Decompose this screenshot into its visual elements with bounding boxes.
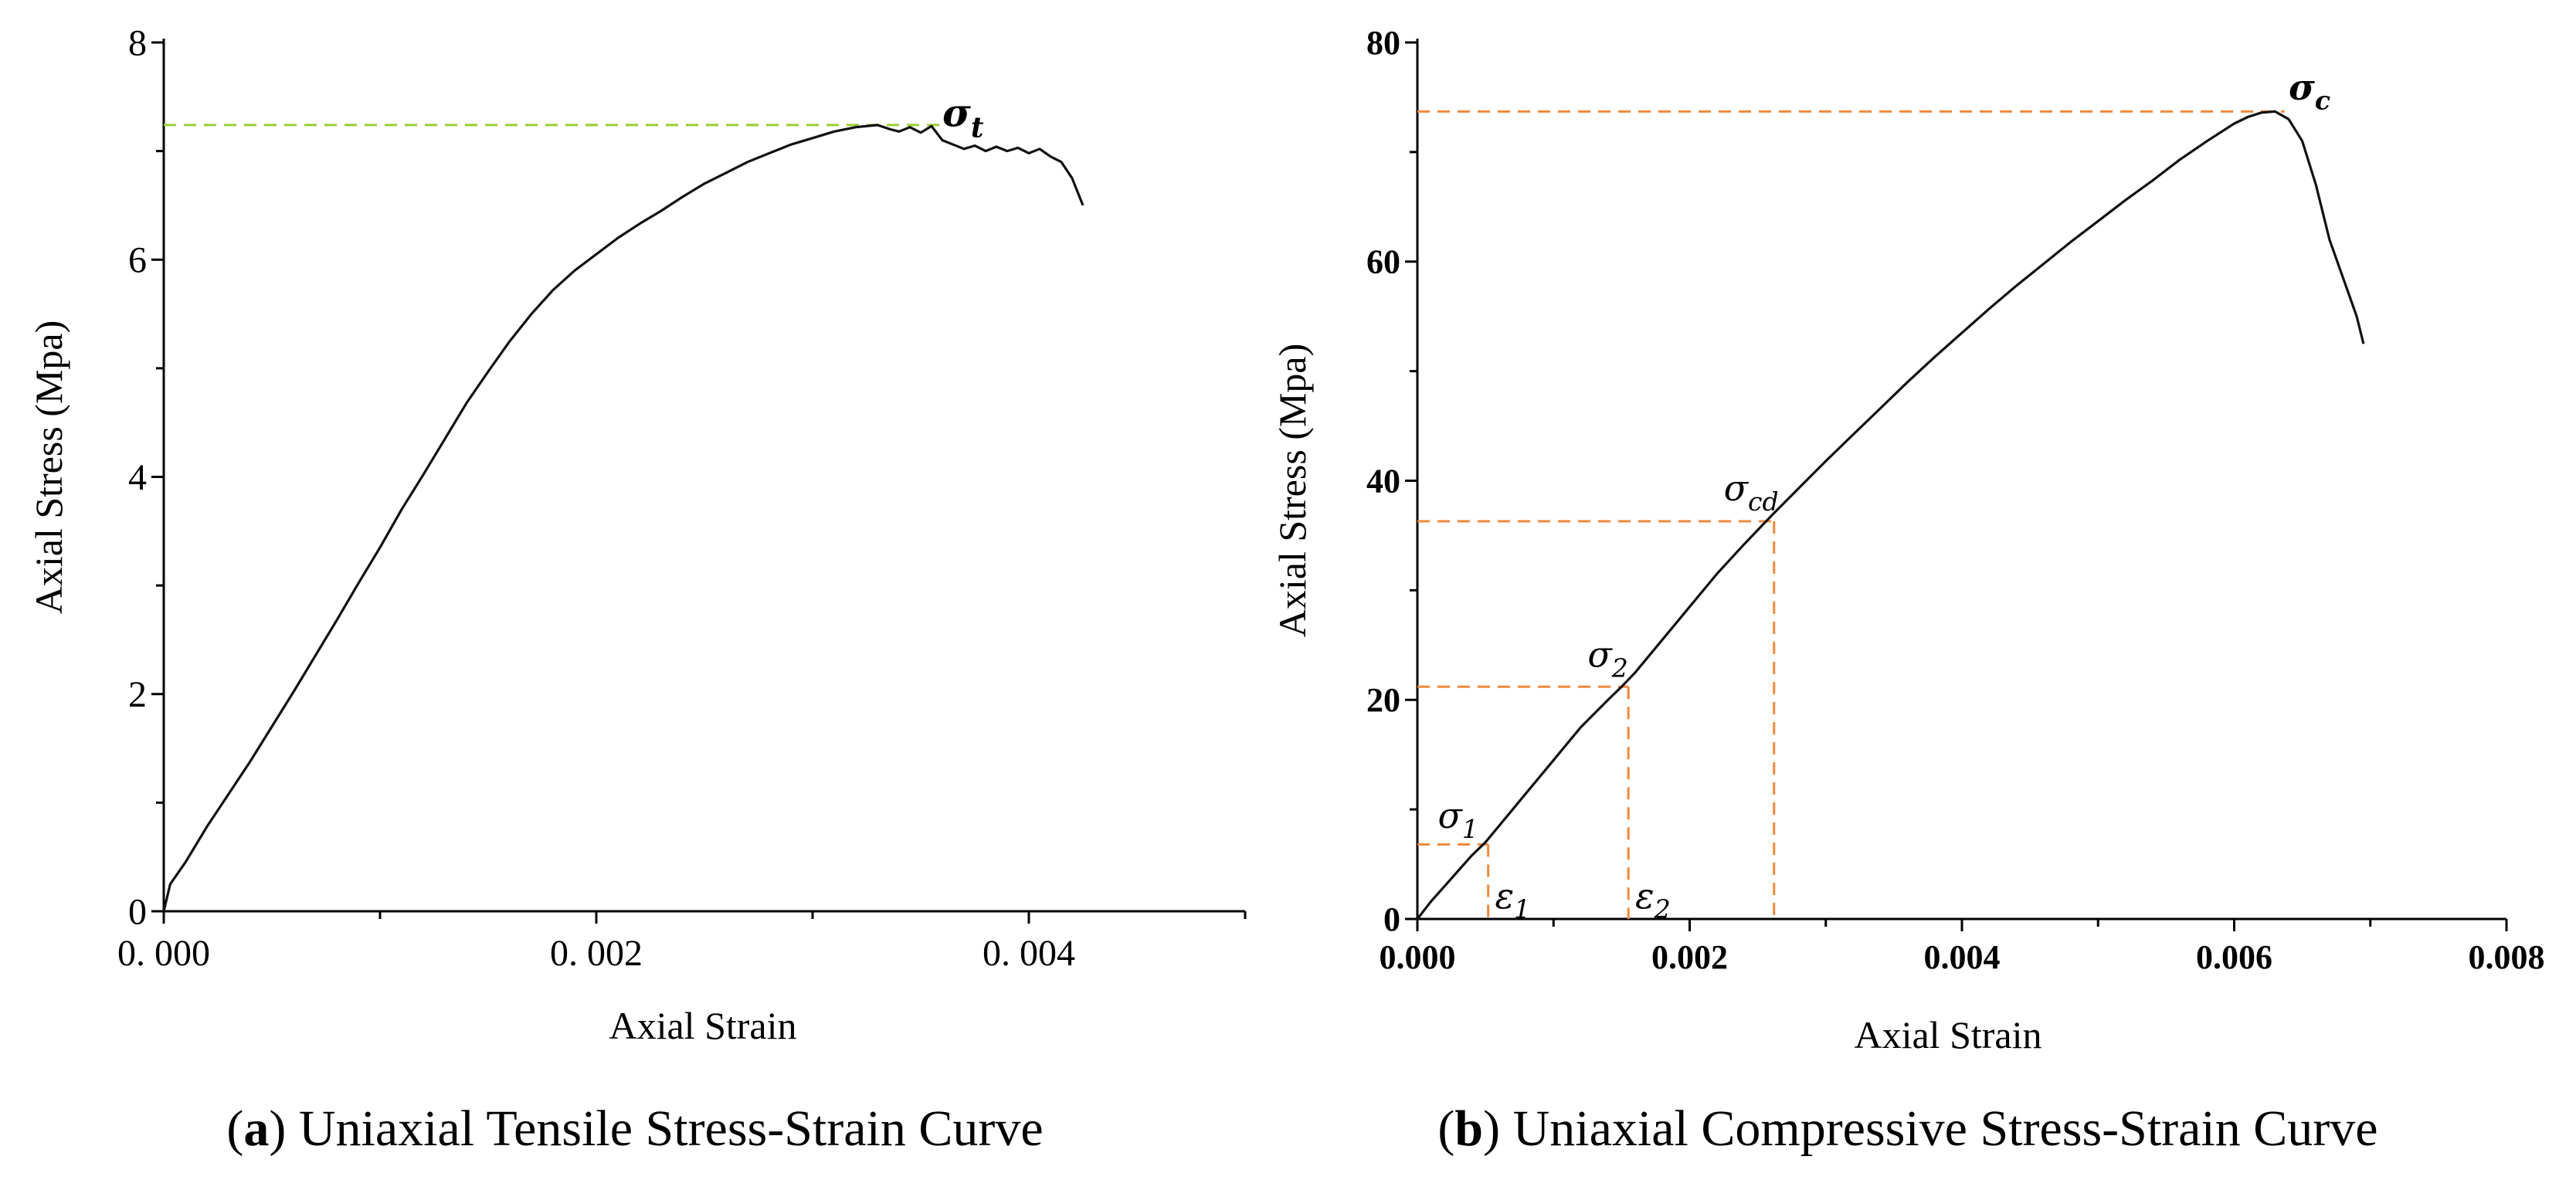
chart-a-x-tick-label: 0. 000 <box>117 933 210 974</box>
chart-b-caption-letter: b <box>1454 1100 1483 1157</box>
chart-b-caption-open: ( <box>1437 1100 1454 1157</box>
chart-a-x-tick-label: 0. 002 <box>550 933 643 974</box>
chart-b-x-tick-label: 0.008 <box>2469 938 2545 976</box>
chart-a-y-tick-label: 0 <box>128 891 147 932</box>
chart-a-x-tick-label: 0. 004 <box>983 933 1075 974</box>
chart-b-y-axis-title: Axial Stress (Mpa) <box>1271 344 1314 638</box>
chart-b-x-tick-label: 0.000 <box>1380 938 1456 976</box>
chart-a-series-tensile <box>162 124 1084 912</box>
chart-a-caption-text: Uniaxial Tensile Stress-Strain Curve <box>286 1100 1043 1157</box>
chart-b-y-tick-label: 20 <box>1366 681 1400 719</box>
chart-b-caption-close: ) <box>1483 1100 1500 1157</box>
chart-a-tensile: Axial Stress (Mpa) Axial Strain (a) Unia… <box>27 22 1247 1157</box>
chart-b-caption: (b) Uniaxial Compressive Stress-Strain C… <box>1437 1100 2377 1157</box>
chart-b-annotation: ε2 <box>1635 875 1671 924</box>
chart-b-annotation: ε1 <box>1495 875 1530 924</box>
chart-b-annotation: σc <box>2289 66 2330 116</box>
chart-a-y-tick-label: 2 <box>128 674 147 715</box>
chart-b-compressive: Axial Stress (Mpa) Axial Strain (b) Unia… <box>1271 24 2545 1157</box>
chart-b-y-tick-label: 60 <box>1366 243 1400 281</box>
chart-b-annotation: σ2 <box>1587 634 1627 683</box>
chart-b-y-tick-label: 40 <box>1366 462 1400 500</box>
chart-b-y-tick-label: 80 <box>1366 24 1400 62</box>
chart-a-y-tick-label: 6 <box>128 240 147 281</box>
chart-a-caption-letter: a <box>243 1100 269 1157</box>
chart-b-annotation: σcd <box>1724 467 1779 517</box>
chart-a-annotation: σt <box>942 90 984 144</box>
chart-b-annotation: σ1 <box>1437 795 1478 844</box>
chart-a-caption-close: ) <box>269 1100 286 1157</box>
chart-a-x-axis-title: Axial Strain <box>609 1004 796 1047</box>
chart-a-caption-open: ( <box>226 1100 243 1157</box>
chart-b-caption-text: Uniaxial Compressive Stress-Strain Curve <box>1500 1100 2378 1157</box>
chart-b-y-tick-label: 0 <box>1383 900 1400 938</box>
chart-b-x-tick-label: 0.006 <box>2196 938 2272 976</box>
chart-b-x-tick-label: 0.004 <box>1924 938 2001 976</box>
chart-a-caption: (a) Uniaxial Tensile Stress-Strain Curve <box>226 1100 1043 1157</box>
chart-b-x-tick-label: 0.002 <box>1651 938 1728 976</box>
chart-b-x-axis-title: Axial Strain <box>1854 1013 2041 1056</box>
chart-a-y-tick-label: 4 <box>128 457 147 498</box>
chart-a-y-axis-title: Axial Stress (Mpa) <box>27 320 70 615</box>
chart-a-y-tick-label: 8 <box>128 22 147 63</box>
chart-b-series-compressive <box>1416 110 2365 920</box>
